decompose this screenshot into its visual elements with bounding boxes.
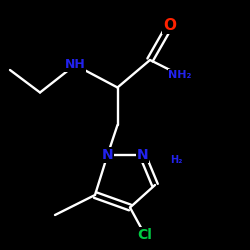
Text: Cl: Cl <box>138 228 152 242</box>
Text: N: N <box>102 148 113 162</box>
Text: N: N <box>137 148 148 162</box>
Text: NH₂: NH₂ <box>168 70 192 80</box>
Text: O: O <box>164 18 176 32</box>
Text: NH: NH <box>64 58 86 71</box>
Text: H₂: H₂ <box>170 155 182 165</box>
